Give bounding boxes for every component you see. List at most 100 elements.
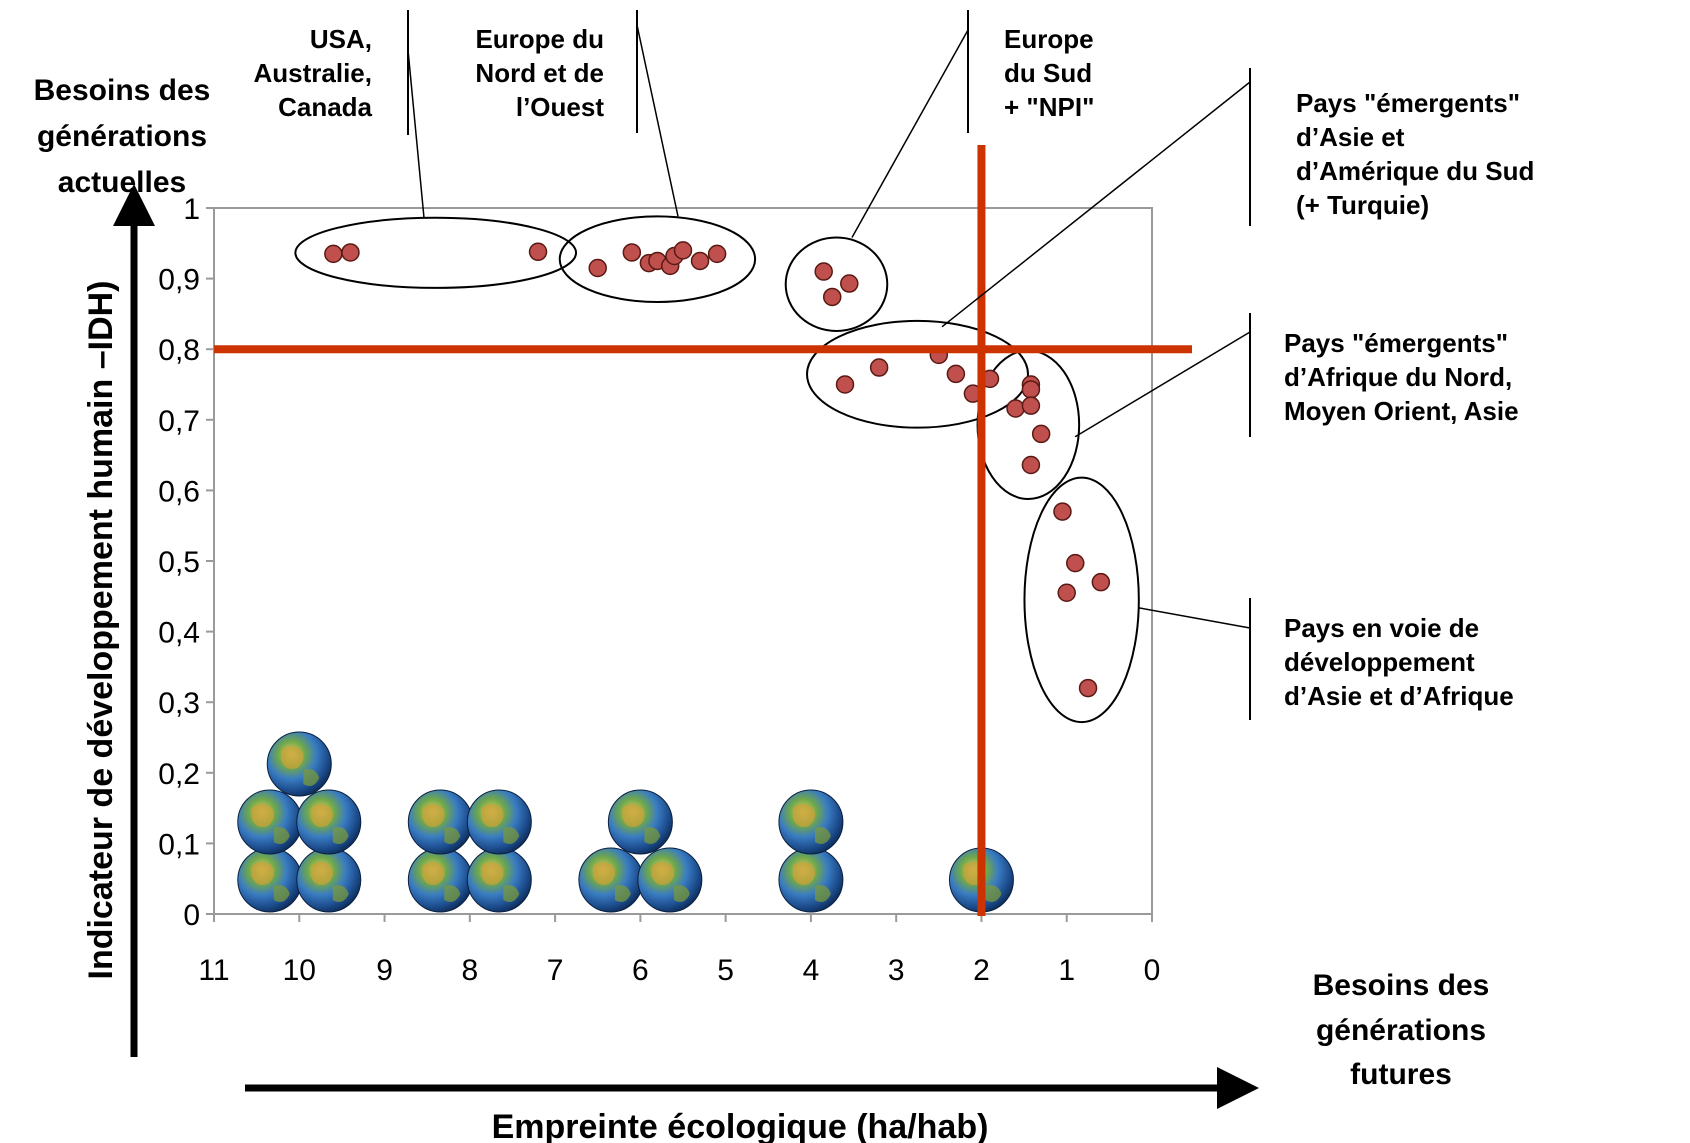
group-ellipse (806, 319, 1029, 429)
annotation: Europe du Nord et de l’Ouest (475, 10, 679, 217)
annotation-text: d’Amérique du Sud (1296, 156, 1534, 186)
globe-land (814, 827, 831, 844)
globe-land (614, 885, 631, 902)
globe-land (985, 885, 1002, 902)
globe-land (792, 862, 816, 885)
globe-land (422, 804, 445, 827)
y-tick-label: 0,5 (158, 546, 200, 579)
globe-land (592, 862, 616, 885)
annotation: Pays "émergents" d’Afrique du Nord, Moyen … (1074, 313, 1519, 438)
y-tick-label: 0,9 (158, 264, 200, 297)
globe-land (422, 862, 445, 885)
annotation-text: Europe du (475, 24, 604, 54)
y-axis-title: Indicateur de développement humain –IDH) (82, 280, 120, 979)
annotation-text: Pays "émergents" (1284, 328, 1508, 358)
data-point (673, 241, 693, 260)
data-point (528, 242, 548, 262)
group-ellipse (558, 215, 757, 304)
globe-land (444, 827, 461, 844)
x-tick-label: 3 (888, 954, 905, 987)
annotation-text: Moyen Orient, Asie (1284, 396, 1519, 426)
x-tick-label: 6 (632, 954, 649, 987)
globe-icon (266, 731, 332, 797)
globe-land (251, 804, 275, 827)
annotation-leader (636, 24, 679, 217)
y-tick-label: 0,4 (158, 617, 200, 650)
y-tick-label: 0 (183, 899, 200, 932)
globe-land (273, 827, 290, 844)
data-point (835, 375, 855, 394)
x-axis-ticks: 11 10 9 8 7 6 5 4 3 2 1 0 (198, 914, 1160, 987)
annotation-leader (1074, 331, 1251, 438)
x-tick-label: 2 (973, 954, 990, 987)
globe-land (651, 862, 675, 885)
x-tick-label: 5 (717, 954, 734, 987)
x-tick-label: 8 (461, 954, 478, 987)
globe-icon (237, 789, 303, 855)
data-point (341, 243, 360, 262)
annotation-text: l’Ouest (516, 92, 604, 122)
y-axis-top-label: Besoins des générations actuelles (34, 74, 211, 199)
annotation-text: Pays "émergents" (1296, 88, 1520, 118)
globe-land (814, 885, 831, 902)
annotation: Pays "émergents" d’Asie et d’Amérique du S… (941, 68, 1534, 328)
y-axis-ticks: 0 0,1 0,2 0,3 0,4 0,5 0,6 0,7 0,8 0,9 1 (158, 193, 214, 932)
data-point (324, 244, 343, 264)
data-points (324, 241, 1111, 698)
y-tick-label: 0,1 (158, 828, 200, 861)
globe-icon (466, 789, 532, 855)
data-point (622, 243, 642, 262)
globe-icon (637, 847, 703, 913)
group-ellipse (784, 236, 889, 332)
reference-lines (214, 145, 1192, 916)
annotation-text: développement (1284, 647, 1475, 677)
data-point (946, 364, 966, 384)
data-point (707, 244, 727, 264)
x-tick-label: 10 (283, 954, 316, 987)
svg-text:Besoins des: Besoins des (34, 74, 211, 107)
globe-land (273, 885, 290, 902)
svg-text:générations: générations (37, 120, 207, 153)
globe-land (310, 804, 334, 827)
y-tick-label: 0,8 (158, 334, 200, 367)
y-tick-label: 0,7 (158, 405, 200, 438)
svg-text:Besoins des: Besoins des (1313, 969, 1490, 1002)
annotation-text: Europe (1004, 24, 1094, 54)
globe-icon (607, 789, 673, 855)
x-axis-right-label: Besoins des générations futures (1313, 969, 1490, 1091)
data-point (869, 358, 889, 377)
svg-text:actuelles: actuelles (58, 166, 186, 199)
data-point (1078, 678, 1098, 698)
data-point (1021, 455, 1041, 475)
data-point (588, 258, 607, 278)
globe-land (303, 769, 320, 786)
data-point (822, 287, 842, 307)
svg-text:générations: générations (1316, 1014, 1486, 1047)
globe-icon (578, 847, 644, 913)
y-tick-label: 0,3 (158, 687, 200, 720)
annotation-text: USA, (310, 24, 372, 54)
globe-icon (237, 847, 303, 913)
data-point (1006, 399, 1025, 418)
data-point (814, 262, 833, 281)
globe-icon (778, 847, 844, 913)
globe-land (503, 827, 520, 844)
globe-icon (407, 847, 473, 913)
data-point (1066, 553, 1085, 573)
x-tick-label: 11 (198, 954, 229, 987)
annotation-leader (1138, 607, 1251, 629)
globe-stacks (237, 731, 1014, 913)
x-tick-label: 1 (1058, 954, 1075, 987)
data-point (1091, 572, 1111, 592)
data-point (1053, 502, 1072, 521)
globe-land (622, 804, 645, 827)
globe-land (444, 885, 461, 902)
globe-land (332, 885, 349, 902)
annotation-leader (851, 29, 969, 238)
group-ellipse (294, 216, 578, 289)
globe-land (251, 862, 275, 885)
annotation-text: d’Asie et (1296, 122, 1405, 152)
globe-land (310, 862, 334, 885)
globe-land (503, 885, 520, 902)
